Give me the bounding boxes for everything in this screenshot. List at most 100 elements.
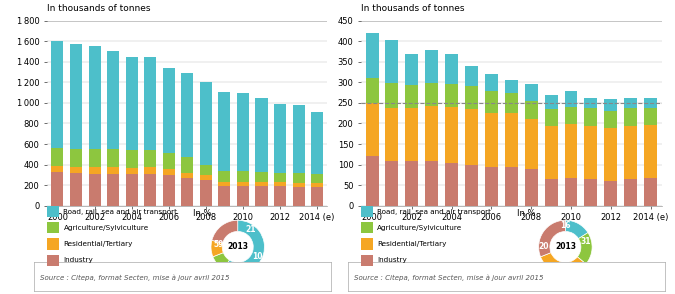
Bar — [70, 173, 82, 206]
Bar — [144, 167, 156, 174]
Bar — [51, 166, 63, 172]
Wedge shape — [212, 220, 238, 243]
Bar — [385, 161, 398, 206]
Bar — [88, 46, 101, 149]
Bar — [366, 156, 379, 206]
Text: Source : Citepa, format Secten, mise à jour avril 2015: Source : Citepa, format Secten, mise à j… — [354, 275, 543, 281]
Bar — [70, 167, 82, 173]
Text: 20: 20 — [538, 243, 549, 251]
Bar — [107, 51, 119, 149]
Bar — [292, 106, 304, 173]
Text: 33: 33 — [563, 264, 573, 273]
Bar — [292, 173, 304, 183]
Bar — [585, 98, 597, 108]
Bar — [237, 186, 249, 206]
Bar — [425, 106, 438, 161]
Bar — [88, 167, 101, 174]
Bar — [485, 113, 498, 167]
Bar — [505, 93, 518, 113]
Bar — [182, 73, 193, 157]
Bar — [107, 167, 119, 174]
Bar — [182, 157, 193, 173]
Bar — [274, 186, 286, 206]
Bar — [406, 54, 418, 85]
Bar — [545, 95, 558, 109]
Bar — [51, 41, 63, 148]
Bar — [366, 78, 379, 103]
Wedge shape — [541, 253, 586, 274]
Text: In %: In % — [517, 209, 536, 218]
Text: In thousands of tonnes: In thousands of tonnes — [361, 4, 464, 13]
Bar — [366, 33, 379, 78]
Bar — [545, 109, 558, 126]
Text: Road, rail, sea and air transport: Road, rail, sea and air transport — [63, 209, 178, 215]
Bar — [182, 173, 193, 178]
Bar — [545, 179, 558, 206]
Bar — [425, 161, 438, 206]
Bar — [200, 82, 212, 165]
Text: In %: In % — [193, 209, 211, 218]
Bar — [505, 80, 518, 93]
Bar — [237, 182, 249, 186]
Bar — [144, 174, 156, 206]
Bar — [256, 182, 267, 186]
Text: 2013: 2013 — [227, 243, 248, 251]
Bar — [465, 86, 478, 109]
Bar — [51, 172, 63, 206]
Bar — [366, 103, 379, 156]
Wedge shape — [223, 220, 265, 274]
Bar — [644, 98, 657, 108]
Bar — [311, 174, 323, 183]
Bar — [256, 98, 267, 172]
Bar — [107, 174, 119, 206]
Bar — [311, 112, 323, 174]
Bar — [564, 91, 577, 107]
Bar — [256, 172, 267, 182]
Bar — [425, 83, 438, 106]
Bar — [505, 167, 518, 206]
Bar — [144, 57, 156, 150]
Bar — [219, 186, 230, 206]
Bar — [485, 74, 498, 91]
Bar — [163, 68, 175, 153]
Bar — [604, 181, 617, 206]
Text: Agriculture/Sylviculture: Agriculture/Sylviculture — [63, 225, 148, 231]
Bar — [465, 109, 478, 165]
Bar — [274, 173, 286, 182]
Text: 21: 21 — [246, 225, 256, 234]
Bar — [485, 167, 498, 206]
Bar — [292, 183, 304, 187]
Bar — [406, 85, 418, 108]
Bar — [644, 108, 657, 125]
Text: Agriculture/Sylviculture: Agriculture/Sylviculture — [377, 225, 462, 231]
Bar — [311, 187, 323, 206]
Bar — [485, 91, 498, 113]
Text: 59: 59 — [213, 240, 223, 249]
Wedge shape — [577, 233, 592, 264]
Text: Road, rail, sea and air transport: Road, rail, sea and air transport — [377, 209, 491, 215]
Bar — [604, 111, 617, 128]
Bar — [126, 56, 138, 150]
Bar — [88, 174, 101, 206]
Bar — [385, 40, 398, 83]
Bar — [604, 128, 617, 181]
Bar — [524, 101, 538, 119]
Bar — [163, 175, 175, 206]
Bar — [624, 126, 637, 179]
Text: 16: 16 — [560, 221, 570, 230]
Bar — [624, 179, 637, 206]
Bar — [107, 149, 119, 167]
Bar — [237, 93, 249, 171]
Bar — [219, 182, 230, 186]
Bar — [585, 126, 597, 179]
Bar — [200, 180, 212, 206]
Text: 2013: 2013 — [555, 243, 576, 251]
Bar — [311, 183, 323, 187]
Bar — [406, 161, 418, 206]
Bar — [624, 108, 637, 126]
Bar — [219, 171, 230, 182]
Text: Industry: Industry — [63, 257, 93, 263]
Bar — [524, 84, 538, 101]
Wedge shape — [211, 240, 223, 257]
Text: 10: 10 — [231, 263, 242, 272]
